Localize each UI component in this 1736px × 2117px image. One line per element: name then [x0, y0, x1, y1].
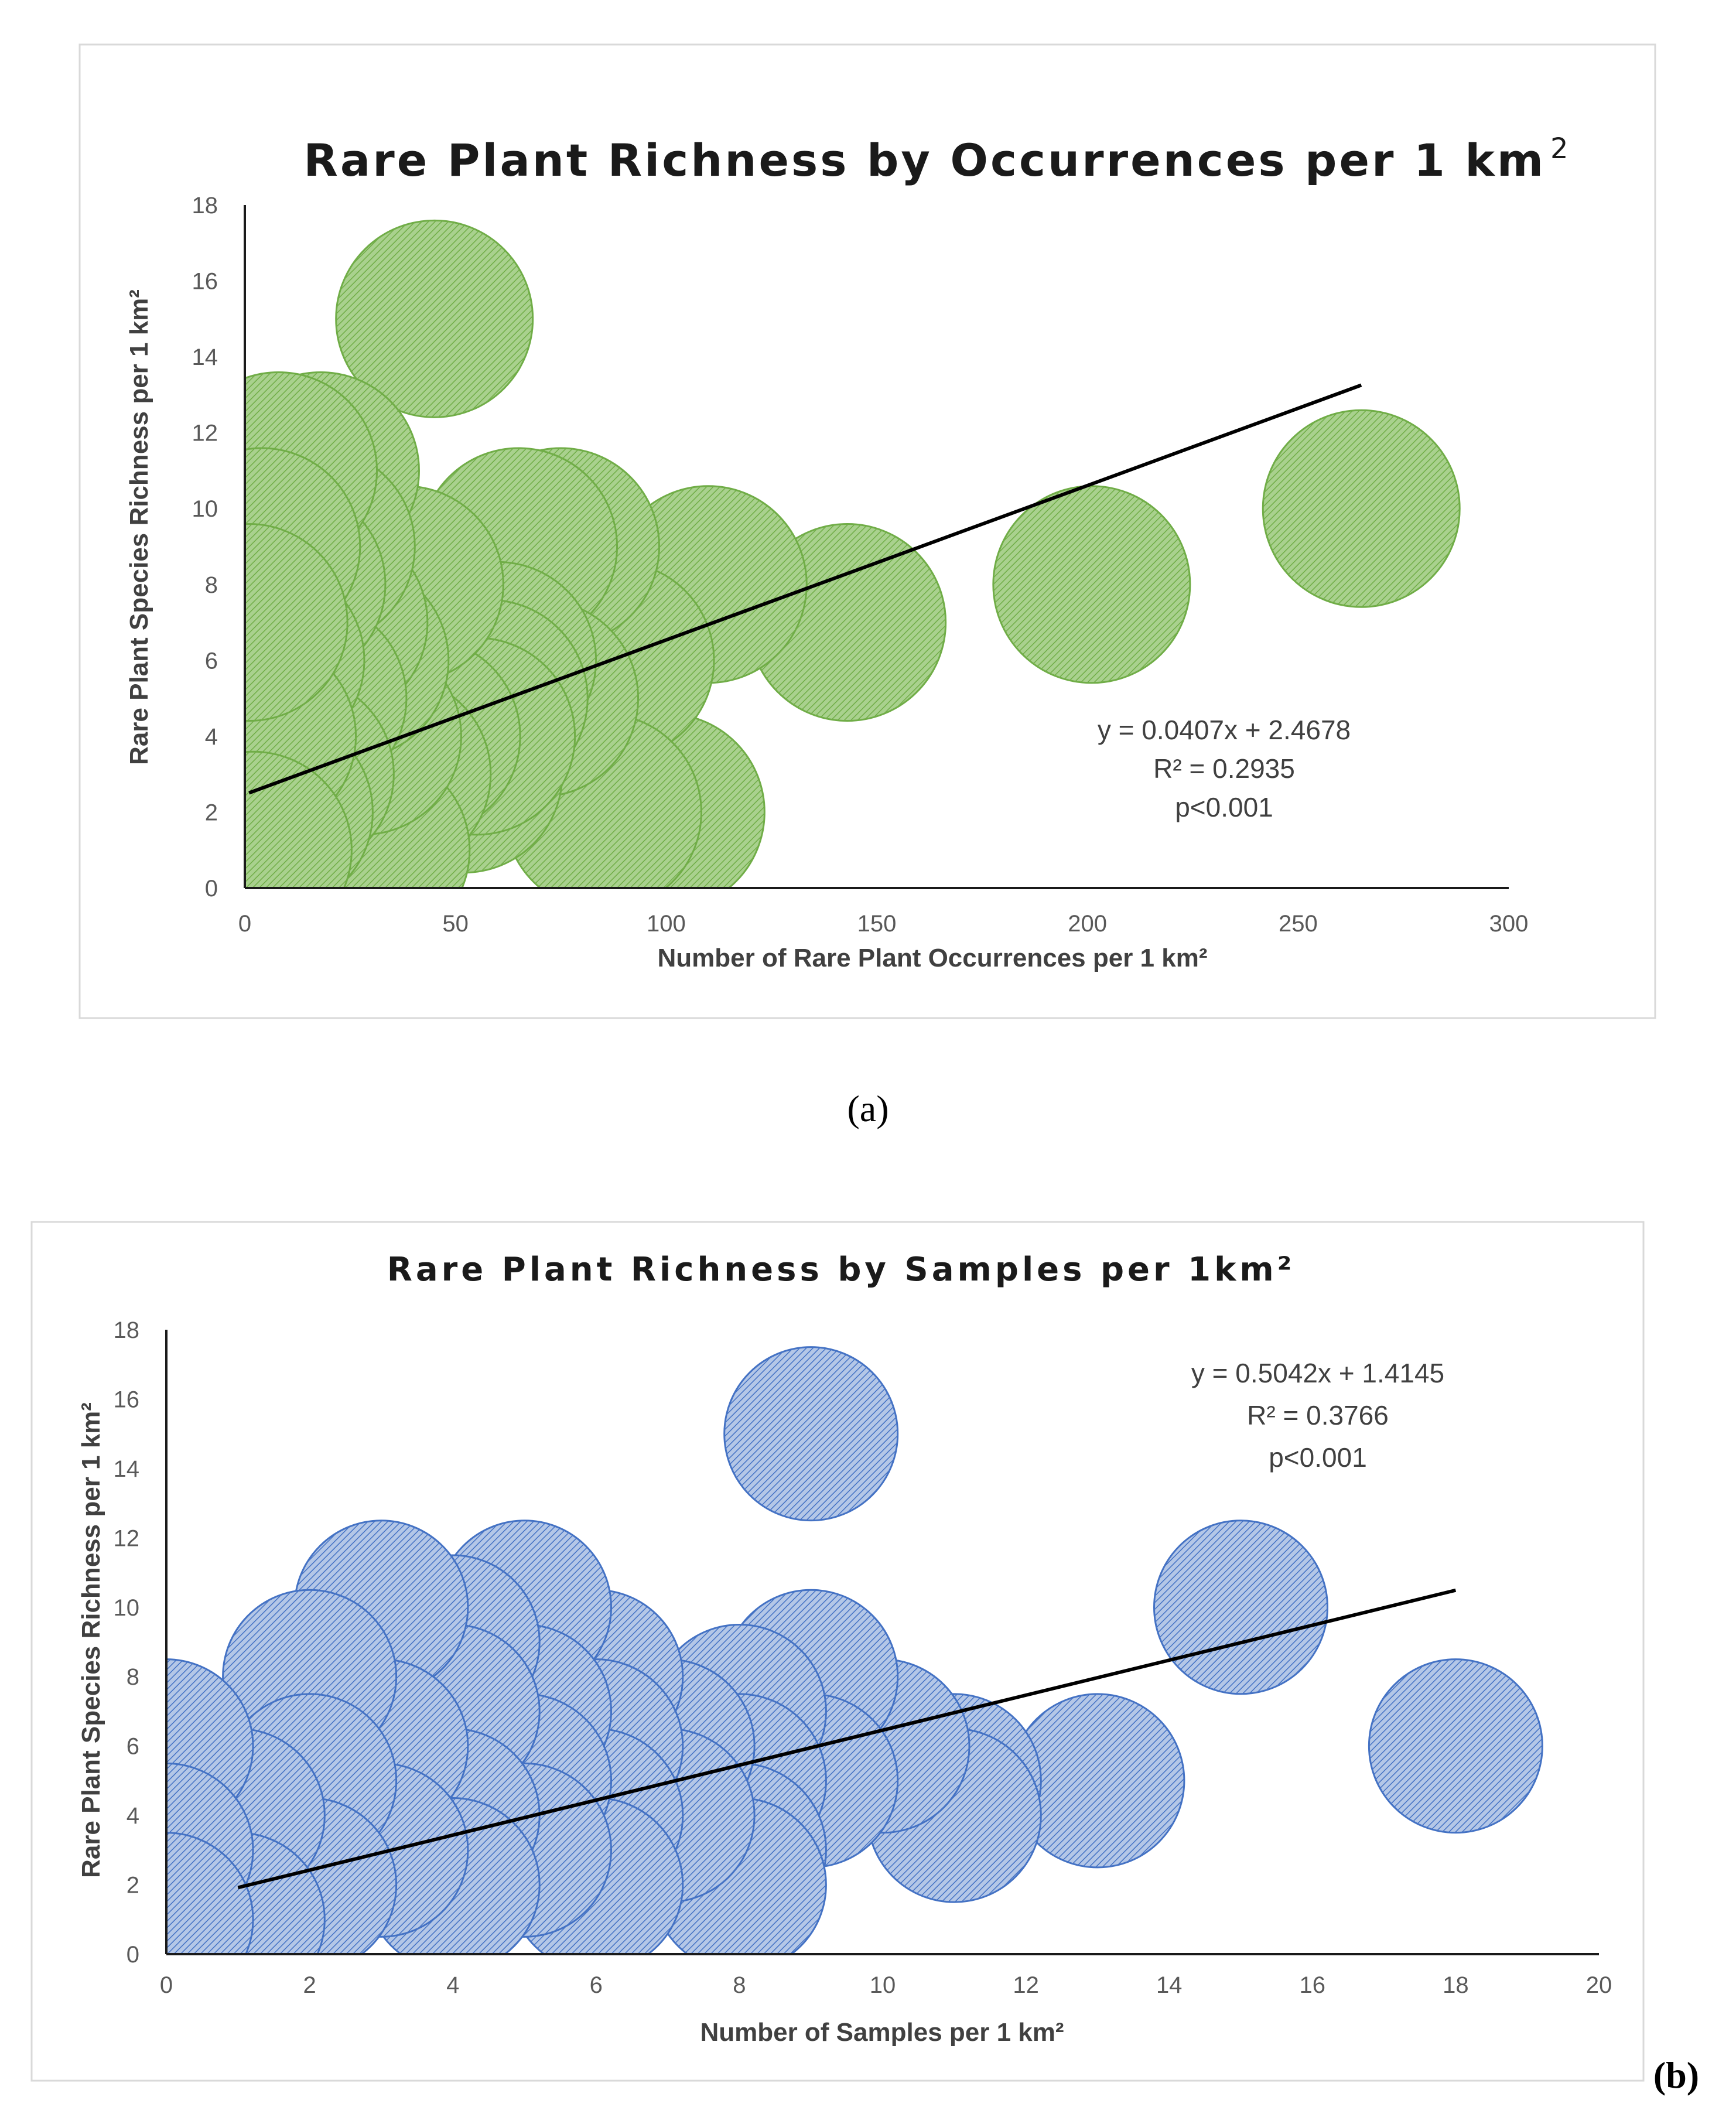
chart-b-bubble-0 [723, 1346, 899, 1522]
chart-b-x-tick: 10 [870, 1972, 896, 1998]
chart-a-y-tick: 14 [192, 344, 218, 370]
chart-a-title: Rare Plant Richness by Occurrences per 1… [303, 132, 1570, 186]
chart-a-y-tick: 2 [205, 800, 218, 825]
chart-b-bubble-1 [1153, 1520, 1328, 1695]
chart-b-y-tick: 2 [127, 1873, 139, 1899]
chart-b-bubbles [166, 1346, 1543, 1954]
chart-b-y-tick: 18 [114, 1317, 140, 1343]
chart-b-y-tick: 10 [114, 1595, 140, 1621]
chart-a-y-tick: 18 [192, 193, 218, 218]
chart-b-x-tick: 8 [733, 1972, 746, 1998]
chart-b-y-tick: 4 [127, 1803, 139, 1829]
chart-b-y-tick: 6 [127, 1734, 139, 1760]
chart-a-bubble-0 [335, 219, 534, 418]
chart-b-x-tick: 2 [303, 1972, 316, 1998]
chart-a-x-tick: 250 [1279, 911, 1318, 937]
chart-b-x-tick: 14 [1156, 1972, 1183, 1998]
chart-a-y-tick: 10 [192, 496, 218, 522]
chart-a-y-tick: 0 [205, 876, 218, 902]
chart-a-x-tick: 200 [1068, 911, 1107, 937]
chart-a-x-tick: 0 [238, 911, 251, 937]
chart-b-y-tick: 0 [127, 1942, 139, 1968]
chart-panel-a: Rare Plant Richness by Occurrences per 1… [78, 43, 1656, 1019]
chart-a-x-label: Number of Rare Plant Occurrences per 1 k… [658, 944, 1208, 972]
chart-a-y-tick: 8 [205, 572, 218, 598]
chart-b-x-tick: 12 [1013, 1972, 1039, 1998]
chart-a-trendline [248, 383, 1362, 795]
chart-b-title: Rare Plant Richness by Samples per 1km² [387, 1251, 1295, 1289]
chart-a-x-tick: 50 [442, 911, 469, 937]
chart-a-bubble-33 [245, 523, 348, 722]
chart-b-y-tick: 8 [127, 1664, 139, 1690]
chart-a-bubble-1 [1262, 409, 1461, 608]
chart-a-y-tick: 6 [205, 648, 218, 674]
chart-a-x-tick: 300 [1489, 911, 1529, 937]
chart-b-x-tick: 6 [590, 1972, 603, 1998]
chart-panel-b: Rare Plant Richness by Samples per 1km² … [30, 1221, 1645, 2082]
caption-b: (b) [1653, 2054, 1699, 2096]
chart-a-y-label: Rare Plant Species Richness per 1 km² [125, 289, 153, 765]
chart-a-bubbles [245, 219, 1461, 888]
caption-a: (a) [847, 1088, 888, 1129]
chart-a-y-tick: 12 [192, 421, 218, 446]
chart-b-y-label: Rare Plant Species Richness per 1 km² [77, 1402, 105, 1878]
chart-b-x-tick: 18 [1443, 1972, 1469, 1998]
chart-b-x-tick: 4 [446, 1972, 459, 1998]
chart-b-equation: y = 0.5042x + 1.4145 [1191, 1358, 1444, 1388]
chart-b-y-tick: 12 [114, 1525, 140, 1551]
chart-b-x-tick: 0 [160, 1972, 173, 1998]
chart-b-p-value: p<0.001 [1269, 1442, 1367, 1473]
chart-b-ticks: 0 2 4 6 8 10 12 14 16 18 20 0 2 4 6 8 10 12 14 16 18 [114, 1317, 1612, 1998]
chart-a-ticks: 0 50 100 150 200 250 300 0 2 4 6 8 10 12 14 16 18 [192, 193, 1529, 937]
chart-b-y-tick: 14 [114, 1456, 140, 1482]
chart-a-y-tick: 4 [205, 724, 218, 750]
chart-a-x-tick: 100 [647, 911, 686, 937]
chart-a-bubble-2 [992, 485, 1191, 684]
chart-b-r-squared: R² = 0.3766 [1247, 1400, 1389, 1430]
chart-b-bubble-2 [1368, 1658, 1543, 1834]
chart-a-equation: y = 0.0407x + 2.4678 [1098, 715, 1351, 745]
chart-a-y-tick: 16 [192, 269, 218, 295]
chart-b-x-label: Number of Samples per 1 km² [700, 2018, 1064, 2047]
chart-a-r-squared: R² = 0.2935 [1153, 753, 1295, 784]
chart-b-bubble-37 [166, 1832, 254, 1954]
chart-a-x-tick: 150 [857, 911, 897, 937]
chart-b-trendline [237, 1588, 1457, 1890]
chart-a-p-value: p<0.001 [1175, 792, 1273, 822]
chart-b-y-tick: 16 [114, 1387, 140, 1412]
chart-b-x-tick: 16 [1300, 1972, 1326, 1998]
chart-b-x-tick: 20 [1586, 1972, 1612, 1998]
